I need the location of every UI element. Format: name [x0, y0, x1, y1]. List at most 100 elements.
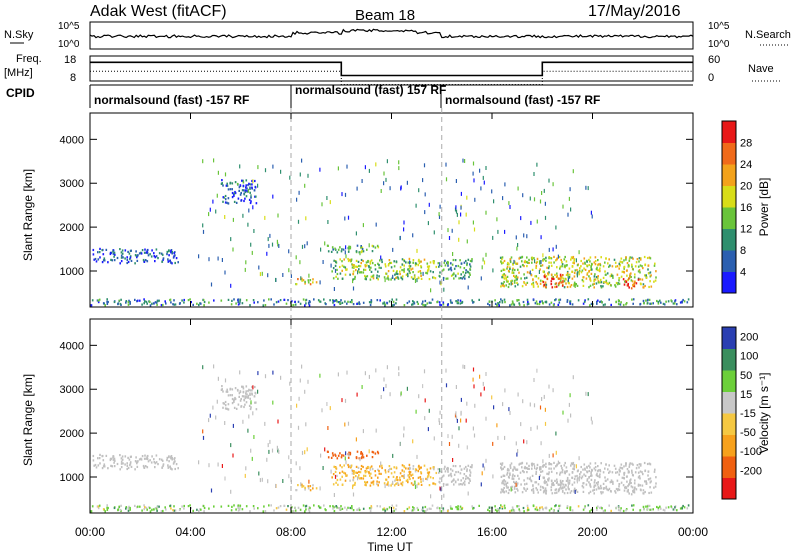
velocity-echo-cell: [557, 460, 559, 465]
velocity-echo-cell: [220, 505, 223, 508]
power-echo-cell: [444, 259, 446, 262]
cpid-segment-2: normalsound (fast) 157 RF: [295, 83, 446, 97]
power-echo-cell: [561, 265, 563, 268]
velocity-echo-cell: [302, 504, 305, 507]
velocity-echo-cell: [545, 489, 548, 492]
power-echo-cell: [376, 244, 379, 247]
power-echo-cell: [354, 275, 356, 278]
power-echo-cell: [585, 277, 588, 280]
velocity-echo-cell: [559, 473, 561, 476]
velocity-echo-cell: [544, 421, 547, 426]
power-echo-cell: [502, 276, 505, 279]
power-echo-cell: [414, 262, 417, 265]
velocity-echo-cell: [137, 505, 139, 508]
velocity-echo-cell: [565, 488, 567, 491]
power-echo-cell: [447, 303, 449, 307]
velocity-echo-cell: [502, 474, 505, 477]
power-echo-cell: [190, 301, 192, 304]
power-echo-cell: [104, 304, 106, 307]
velocity-echo-cell: [610, 490, 612, 493]
velocity-echo-cell: [565, 466, 568, 469]
velocity-echo-cell: [643, 461, 646, 465]
power-echo-cell: [387, 264, 390, 267]
power-echo-cell: [368, 243, 370, 248]
velocity-echo-cell: [466, 401, 468, 406]
velocity-echo-cell: [335, 466, 337, 469]
power-echo-cell: [335, 275, 337, 278]
power-echo-cell: [596, 302, 598, 305]
power-echo-cell: [263, 299, 265, 302]
power-echo-cell: [653, 264, 656, 267]
power-echo-cell: [590, 302, 593, 305]
power-echo-cell: [473, 227, 476, 232]
velocity-echo-cell: [638, 463, 641, 466]
velocity-echo-cell: [604, 476, 606, 479]
power-echo-cell: [585, 185, 587, 190]
velocity-echo-cell: [215, 415, 217, 420]
power-echo-cell: [519, 265, 522, 268]
velocity-echo-cell: [619, 466, 622, 469]
power-echo-cell: [242, 213, 244, 218]
velocity-echo-cell: [531, 464, 533, 467]
power-echo-cell: [576, 268, 578, 272]
velocity-echo-cell: [233, 398, 236, 401]
velocity-echo-cell: [249, 393, 251, 396]
power-echo-cell: [565, 273, 568, 276]
velocity-echo-cell: [356, 392, 358, 397]
power-echo-cell: [370, 270, 373, 273]
power-echo-cell: [225, 184, 228, 187]
power-echo-cell: [522, 264, 524, 267]
power-echo-cell: [571, 270, 573, 273]
velocity-echo-cell: [315, 487, 318, 490]
velocity-echo-cell: [393, 509, 395, 512]
power-echo-cell: [637, 265, 640, 268]
power-echo-cell: [627, 284, 629, 287]
velocity-echo-cell: [550, 467, 552, 470]
power-echo-cell: [125, 300, 128, 303]
power-echo-cell: [455, 205, 457, 210]
velocity-echo-cell: [277, 419, 279, 424]
velocity-echo-cell: [641, 471, 643, 474]
power-echo-cell: [561, 276, 563, 279]
power-echo-cell: [232, 217, 234, 222]
velocity-echo-cell: [462, 482, 465, 485]
velocity-echo-cell: [390, 467, 393, 470]
velocity-echo-cell: [288, 474, 290, 479]
velocity-echo-cell: [362, 429, 364, 434]
velocity-echo-cell: [544, 506, 547, 510]
velocity-echo-cell: [366, 454, 368, 457]
power-echo-cell: [129, 256, 132, 259]
freq-tick-bottom: 8: [70, 72, 76, 84]
velocity-echo-cell: [575, 464, 577, 469]
power-echo-cell: [516, 262, 519, 265]
velocity-echo-cell: [582, 468, 584, 471]
velocity-echo-cell: [242, 387, 245, 390]
power-echo-cell: [355, 269, 357, 272]
power-echo-cell: [446, 260, 449, 264]
velocity-echo-cell: [241, 508, 244, 511]
power-echo-cell: [142, 258, 145, 262]
power-echo-cell: [305, 216, 307, 221]
power-echo-cell: [381, 260, 383, 264]
power-echo-cell: [580, 259, 582, 263]
velocity-echo-cell: [336, 506, 338, 509]
power-echo-cell: [170, 251, 172, 254]
velocity-echo-cell: [686, 507, 689, 510]
velocity-echo-cell: [509, 411, 511, 415]
velocity-echo-cell: [331, 452, 334, 455]
velocity-echo-cell: [325, 509, 327, 512]
power-echo-cell: [588, 263, 590, 267]
power-echo-cell: [135, 250, 137, 253]
power-echo-cell: [517, 186, 519, 191]
power-echo-cell: [568, 276, 570, 279]
power-echo-cell: [462, 158, 464, 163]
velocity-echo-cell: [94, 463, 97, 467]
power-echo-cell: [559, 267, 561, 270]
velocity-echo-cell: [347, 506, 349, 509]
velocity-echo-cell: [358, 507, 360, 510]
power-echo-cell: [625, 302, 628, 305]
velocity-echo-cell: [492, 474, 494, 479]
power-echo-cell: [583, 267, 585, 270]
power-echo-cell: [343, 258, 345, 261]
velocity-echo-cell: [334, 474, 337, 479]
